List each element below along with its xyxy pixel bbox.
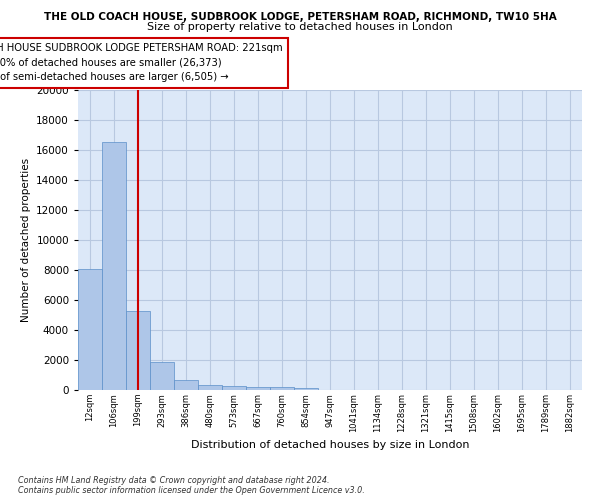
Bar: [270, 388, 294, 390]
Text: THE OLD COACH HOUSE SUDBROOK LODGE PETERSHAM ROAD: 221sqm
← 80% of detached hous: THE OLD COACH HOUSE SUDBROOK LODGE PETER…: [0, 43, 283, 82]
Bar: [78, 268, 102, 390]
Bar: [198, 385, 222, 390]
Bar: [222, 386, 246, 390]
Y-axis label: Number of detached properties: Number of detached properties: [20, 158, 31, 322]
Bar: [102, 142, 126, 390]
Bar: [150, 362, 174, 390]
X-axis label: Distribution of detached houses by size in London: Distribution of detached houses by size …: [191, 440, 469, 450]
Text: Contains HM Land Registry data © Crown copyright and database right 2024.
Contai: Contains HM Land Registry data © Crown c…: [18, 476, 365, 495]
Bar: [174, 380, 198, 390]
Text: Size of property relative to detached houses in London: Size of property relative to detached ho…: [147, 22, 453, 32]
Text: THE OLD COACH HOUSE, SUDBROOK LODGE, PETERSHAM ROAD, RICHMOND, TW10 5HA: THE OLD COACH HOUSE, SUDBROOK LODGE, PET…: [44, 12, 556, 22]
Bar: [126, 310, 150, 390]
Bar: [246, 386, 270, 390]
Bar: [294, 388, 318, 390]
